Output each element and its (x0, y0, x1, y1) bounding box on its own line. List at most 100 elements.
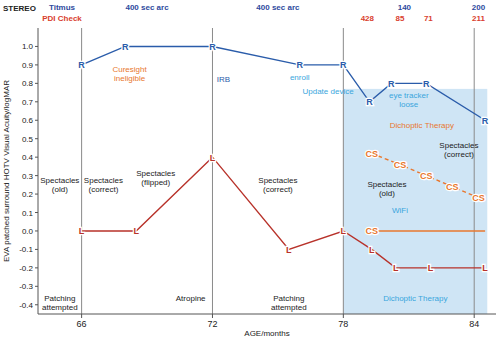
annotation-line: Spectacles (439, 141, 478, 150)
annotation: Patchingattempted (271, 294, 307, 312)
y-tick-label: 0.6 (22, 116, 34, 125)
annotation-line: (correct) (89, 185, 119, 194)
annotation-line: Curesight (112, 65, 147, 74)
header-row-label: PDI Check (42, 14, 82, 23)
point-marker: L (79, 226, 85, 236)
point-marker: CS (446, 182, 459, 192)
y-axis-title: EVA patched surround HOTV Visual Acuity/… (2, 80, 11, 262)
annotation-line: attempted (42, 303, 78, 312)
y-tick-label: -0.3 (19, 282, 33, 291)
annotation-line: (flipped) (141, 178, 170, 187)
annotation-line: (old) (52, 185, 68, 194)
x-tick (81, 314, 82, 318)
header-entry: 400 sec arc (125, 3, 169, 12)
series-line (372, 230, 485, 231)
header-entry: 428 (361, 14, 375, 23)
point-marker: R (122, 42, 129, 52)
annotation-line: Spectacles (136, 169, 175, 178)
point-marker: L (210, 153, 216, 163)
y-tick-label: 0.5 (22, 135, 34, 144)
annotation-line: (correct) (444, 150, 474, 159)
header-entry: 71 (424, 14, 433, 23)
annotation: Dichoptic Therapy (383, 294, 447, 303)
chart: 66727884-0.4-0.3-0.2-0.10.00.10.20.30.40… (0, 0, 500, 339)
point-marker: R (423, 79, 430, 89)
point-marker: L (393, 263, 399, 273)
point-marker: R (340, 60, 347, 70)
point-marker: CS (365, 149, 378, 159)
annotation-line: Spectacles (367, 180, 406, 189)
annotation: Atropine (176, 294, 206, 303)
annotation-line: (correct) (263, 185, 293, 194)
y-tick-label: 0.0 (22, 227, 34, 236)
annotation-line: Spectacles (258, 176, 297, 185)
annotation: Dichoptic Therapy (390, 121, 454, 130)
annotation-line: enroll (290, 73, 310, 82)
x-tick-label: 78 (338, 319, 348, 329)
y-tick-label: 0.3 (22, 172, 34, 181)
annotation-line: attempted (271, 303, 307, 312)
x-tick (474, 314, 475, 318)
point-marker: CS (420, 171, 433, 181)
point-marker: CS (365, 226, 378, 236)
annotation: Update device (302, 87, 354, 96)
x-tick-label: 84 (469, 319, 479, 329)
annotation-line: WiFi (392, 206, 408, 215)
y-tick-label: -0.2 (19, 264, 33, 273)
annotation: Spectacles(old) (40, 176, 79, 194)
y-tick-label: 0.2 (22, 190, 34, 199)
y-tick-label: 0.7 (22, 98, 34, 107)
y-tick-label: 1.0 (22, 42, 34, 51)
header-entry: 211 (472, 14, 485, 23)
annotation-line: Update device (302, 87, 354, 96)
grid-line-x (81, 28, 82, 314)
header-entry: 200 (472, 3, 486, 12)
annotation-line: Patching (273, 294, 304, 303)
annotation-line: Patching (44, 294, 75, 303)
x-axis-line (38, 314, 496, 315)
point-marker: L (286, 245, 292, 255)
header-entry: 400 sec arc (256, 3, 300, 12)
annotation-line: IRB (217, 75, 230, 84)
y-tick-label: 0.9 (22, 61, 34, 70)
annotation: Curesightineligible (112, 65, 147, 83)
y-tick-label: -0.4 (19, 301, 33, 310)
annotation: eye trackerloose (389, 91, 429, 109)
point-marker: CS (472, 193, 485, 203)
annotation-line: (old) (379, 189, 395, 198)
annotation: Spectacles(flipped) (136, 169, 175, 187)
x-tick (343, 314, 344, 318)
annotation-line: ineligible (114, 74, 146, 83)
point-marker: R (482, 116, 489, 126)
annotation: Spectacles(old) (367, 180, 406, 198)
point-marker: L (133, 226, 139, 236)
grid-line-x (474, 28, 475, 314)
annotation: Spectacles(correct) (258, 176, 297, 194)
annotation-line: loose (399, 100, 419, 109)
annotation-line: Spectacles (84, 176, 123, 185)
y-tick-label: 0.4 (22, 153, 34, 162)
y-tick-label: 0.1 (22, 209, 34, 218)
annotation-line: Atropine (176, 294, 206, 303)
header-entry: 140 (398, 3, 412, 12)
series-line (82, 157, 485, 268)
annotation-line: Dichoptic Therapy (390, 121, 454, 130)
point-marker: R (388, 79, 395, 89)
annotation-line: eye tracker (389, 91, 429, 100)
x-tick-label: 72 (207, 319, 217, 329)
annotation: enroll (290, 73, 310, 82)
series-group (82, 46, 485, 267)
grid-line-x (343, 28, 344, 314)
x-axis-title: AGE/months (244, 329, 289, 338)
y-tick-label: 0.8 (22, 79, 34, 88)
annotation: WiFi (392, 206, 408, 215)
point-marker: L (369, 245, 375, 255)
point-marker: R (209, 42, 216, 52)
series-line (82, 46, 485, 120)
point-marker: L (341, 226, 347, 236)
annotation: Patchingattempted (42, 294, 78, 312)
annotation-line: Dichoptic Therapy (383, 294, 447, 303)
x-tick (212, 314, 213, 318)
series-line (372, 153, 479, 197)
y-axis-line (38, 28, 39, 314)
